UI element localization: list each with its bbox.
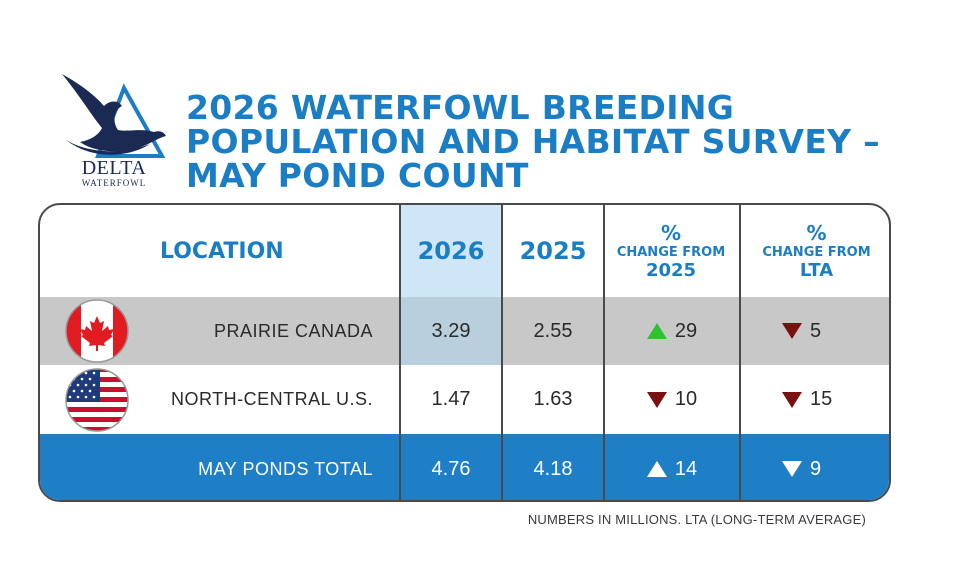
title-line-1: 2026 WATERFOWL BREEDING <box>186 88 735 127</box>
canada-flag-icon <box>65 299 129 363</box>
logo-sub: WATERFOWL <box>81 178 147 188</box>
cell-2025: 4.18 <box>533 457 573 480</box>
cell-change-2025: 14 <box>604 434 740 500</box>
pond-count-table: LOCATION 2026 2025 % CHANGE FROM 2025 % … <box>38 203 891 502</box>
header-change-2025-pct: % <box>660 221 682 245</box>
row-2026-cell-bg <box>400 297 502 365</box>
table-row: NORTH-CENTRAL U.S. 1.47 1.63 10 15 <box>40 365 889 434</box>
header-change-lta-line2: LTA <box>799 260 834 281</box>
triangle-down-icon <box>646 391 667 408</box>
column-divider <box>603 205 605 500</box>
cell-change-2025: 10 <box>604 365 740 434</box>
table-header-row: LOCATION 2026 2025 % CHANGE FROM 2025 % … <box>40 205 889 297</box>
row-location: NORTH-CENTRAL U.S. <box>170 389 373 409</box>
header-change-2025-line2: 2025 <box>645 260 697 281</box>
change-lta-value: 9 <box>810 457 822 480</box>
footnote: NUMBERS IN MILLIONS. LTA (LONG-TERM AVER… <box>527 512 866 527</box>
row-location: PRAIRIE CANADA <box>213 320 373 341</box>
column-divider <box>399 205 401 500</box>
header-change-lta-pct: % <box>806 221 827 245</box>
page-title: 2026 WATERFOWL BREEDING POPULATION AND H… <box>186 91 906 193</box>
title-line-2: POPULATION AND HABITAT SURVEY – <box>186 122 880 161</box>
header-change-lta-line1: CHANGE FROM <box>762 245 871 260</box>
logo-name: DELTA <box>81 157 147 179</box>
cell-2026: 4.76 <box>431 457 471 480</box>
header-change-2025-line1: CHANGE FROM <box>616 245 726 260</box>
cell-change-lta: 15 <box>740 365 889 434</box>
row-location: MAY PONDS TOTAL <box>198 458 373 479</box>
change-2025-value: 29 <box>674 319 698 342</box>
header-location: LOCATION <box>160 238 284 264</box>
change-lta-value: 15 <box>810 388 833 410</box>
header-change-2025: % CHANGE FROM 2025 <box>604 205 738 297</box>
us-flag-icon <box>65 368 129 432</box>
table-row-total: MAY PONDS TOTAL 4.76 4.18 14 9 <box>40 434 889 500</box>
triangle-down-icon <box>782 461 802 477</box>
column-divider <box>501 205 503 500</box>
table-row: PRAIRIE CANADA 3.29 2.55 29 5 <box>40 297 889 365</box>
triangle-down-icon <box>782 391 802 408</box>
cell-2025: 1.63 <box>533 388 573 410</box>
triangle-down-icon <box>782 323 802 339</box>
cell-2026: 1.47 <box>431 388 471 410</box>
column-divider <box>739 205 741 500</box>
header-2026: 2026 <box>417 237 485 265</box>
header-2025: 2025 <box>519 237 587 265</box>
cell-change-2025: 29 <box>604 297 740 365</box>
cell-2026: 3.29 <box>431 319 471 342</box>
title-line-3: MAY POND COUNT <box>186 156 529 195</box>
cell-2025: 2.55 <box>533 319 573 342</box>
cell-change-lta: 9 <box>740 434 889 500</box>
change-lta-value: 5 <box>810 319 822 342</box>
change-2025-value: 10 <box>674 388 698 410</box>
header-change-lta: % CHANGE FROM LTA <box>740 205 889 297</box>
change-2025-value: 14 <box>674 457 698 480</box>
triangle-up-icon <box>646 461 667 477</box>
cell-change-lta: 5 <box>740 297 889 365</box>
triangle-up-icon <box>646 323 667 339</box>
delta-waterfowl-logo <box>62 74 166 158</box>
logo-text: DELTA WATERFOWL <box>58 158 170 189</box>
